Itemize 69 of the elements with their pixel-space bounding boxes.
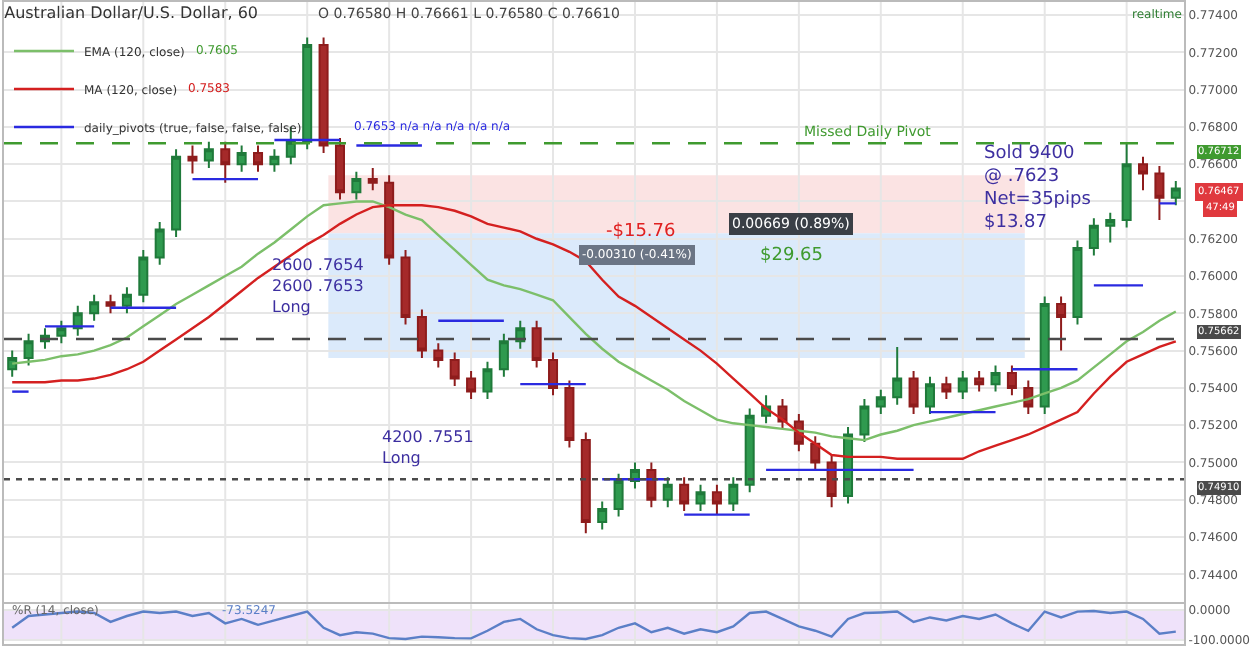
candlestick [23,332,34,367]
candlestick [531,319,542,369]
candlestick [253,144,264,173]
candlestick [548,351,559,397]
candlestick [351,170,362,201]
candlestick [187,144,198,175]
candlestick [416,308,427,360]
annotation: Net=35pips $13.87 [984,190,1092,234]
candlestick [7,349,18,378]
candlestick [105,293,116,315]
candlestick [138,248,149,304]
candlestick [302,36,313,151]
candlestick [1170,179,1181,207]
candlestick [384,174,395,266]
candlestick [89,293,100,322]
candlestick [564,379,575,449]
candlestick [646,461,657,509]
candlestick [892,345,903,406]
candlestick [728,476,739,512]
annotation: -$15.76 [606,222,677,242]
candlestick [1056,295,1067,352]
candlestick [220,140,231,184]
chart-title: Australian Dollar/U.S. Dollar, 60 [4,3,259,22]
candlestick [1088,217,1099,257]
annotation: 4200 .7551 Long [382,428,474,467]
candlestick [597,500,608,531]
candlestick [924,375,935,415]
candlestick [236,144,247,173]
candlestick [990,364,1001,393]
candlestick [318,36,329,154]
candlestick [679,476,690,512]
candlestick [1039,295,1050,415]
candlestick [941,375,952,401]
candlestick [498,332,509,378]
candlestick [171,148,182,238]
candlestick [482,360,493,401]
candlestick [613,472,624,518]
candlestick [859,398,870,443]
candlestick [1138,155,1149,192]
candlestick [203,140,214,169]
candlestick [121,286,132,315]
candlestick [56,319,67,345]
candlestick [154,220,165,266]
candlestick [711,483,722,516]
candlestick [1121,142,1132,229]
annotation: 2600 .7654 2600 .7653 Long [272,256,364,316]
candlestick [466,370,477,401]
candlestick [1105,211,1116,244]
candlestick [367,166,378,192]
candlestick [1006,364,1017,397]
candlestick [334,137,345,201]
candlestick [449,351,460,388]
candlestick [400,248,411,326]
candlestick [433,342,444,369]
candlestick [810,435,821,471]
candlestick [826,454,837,509]
candlestick [695,483,706,512]
candlestick [662,476,673,509]
candlestick [744,407,755,494]
candlestick [875,388,886,415]
candlestick [1072,239,1083,326]
candlestick [908,370,919,415]
candlestick [974,370,985,393]
candlestick [269,148,280,173]
annotation: Sold 9400 @ .7623 [984,144,1075,188]
candlestick [580,431,591,535]
annotation: $29.65 [760,246,823,266]
candlestick [1154,165,1165,222]
candlestick [957,370,968,401]
